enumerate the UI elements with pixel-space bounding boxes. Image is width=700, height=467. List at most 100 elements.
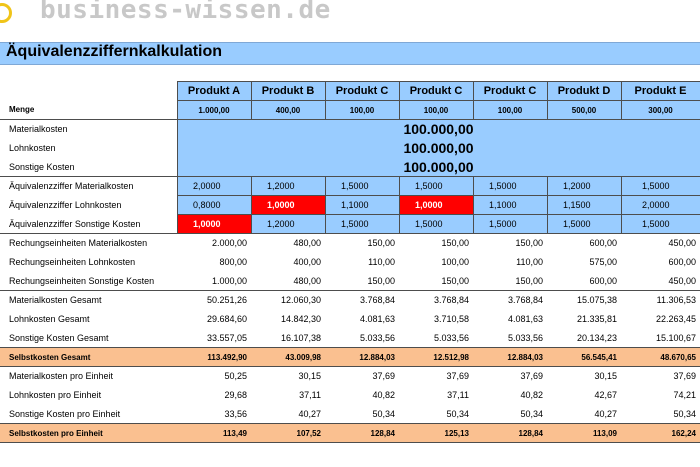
equivalence-cell: 1,1000 — [324, 195, 400, 215]
sum-cell: 12.884,03 — [325, 347, 399, 367]
value-cell: 37,11 — [299, 390, 321, 400]
value-cell: 150,00 — [441, 238, 469, 249]
product-header: Produkt B — [250, 81, 326, 101]
value-cell: 150,00 — [399, 271, 473, 291]
value-cell: 450,00 — [621, 271, 700, 291]
value-cell: 110,00 — [368, 257, 395, 267]
row-label: Sonstige Kosten pro Einheit — [0, 404, 177, 424]
row-label: Rechungseinheiten Sonstige Kosten — [0, 271, 177, 291]
value-cell: 15.075,38 — [576, 295, 617, 306]
equivalence-cell: 1,5000 — [546, 214, 622, 234]
row-label: Lohnkosten — [9, 143, 56, 153]
value-cell: 37,11 — [447, 390, 469, 400]
equivalence-cell: 1,5000 — [324, 214, 400, 234]
value-cell: 16.107,38 — [251, 328, 325, 348]
value-cell: 40,27 — [251, 404, 325, 424]
equivalence-cell: 1,1500 — [546, 195, 622, 215]
brand-text: business-wissen.de — [40, 0, 331, 25]
row-label: Äquivalenzziffer Lohnkosten — [9, 200, 122, 210]
value-cell: 30,15 — [298, 371, 321, 382]
sum-cell: 107,52 — [251, 423, 325, 443]
value-cell: 50.251,26 — [206, 295, 247, 306]
value-cell: 600,00 — [547, 271, 621, 291]
value-cell: 37,69 — [673, 371, 696, 382]
sheet-title: Äquivalenzziffernkalkulation — [6, 43, 223, 60]
row-label: Äquivalenzziffer Sonstige Kosten — [0, 214, 177, 234]
sum-cell: 12.884,03 — [473, 347, 547, 367]
equivalence-cell: 1,5000 — [472, 176, 548, 196]
value-cell: 50,25 — [224, 371, 247, 382]
value-cell: 11.306,53 — [656, 295, 696, 306]
value-cell: 150,00 — [473, 271, 547, 291]
value-cell: 50,34 — [399, 404, 473, 424]
per-unit-row: Sonstige Kosten pro Einheit 33,56 40,27 50,… — [0, 404, 700, 424]
value-cell: 4.081,63 — [507, 314, 543, 324]
product-header: Produkt C — [398, 81, 474, 101]
row-label: Selbstkosten Gesamt — [0, 347, 177, 367]
sum-cell: 56.545,41 — [547, 347, 621, 367]
total-row: Materialkosten Gesamt 50.251,26 12.060,30 3… — [0, 291, 700, 310]
value-cell: 33.557,05 — [177, 328, 251, 348]
calc-unit-row: Rechungseinheiten Sonstige Kosten 1.000,0… — [0, 271, 700, 291]
value-cell: 37,69 — [446, 371, 469, 382]
sum-cell: 125,13 — [399, 423, 473, 443]
value-cell: 2.000,00 — [211, 238, 247, 249]
value-cell: 4.081,63 — [359, 314, 395, 324]
product-header: Produkt C — [324, 81, 400, 101]
sum-cell: 113,09 — [547, 423, 621, 443]
calc-unit-row: Rechungseinheiten Lohnkosten 800,00 400,00… — [0, 253, 700, 272]
total-cost-sum-row: Selbstkosten Gesamt 113.492,90 43.009,98 12… — [0, 347, 700, 367]
value-cell: 5.033,56 — [473, 328, 547, 348]
value-cell: 20.134,23 — [547, 328, 621, 348]
calc-unit-row: Rechungseinheiten Materialkosten 2.000,00… — [0, 234, 700, 253]
product-header: Produkt D — [546, 81, 622, 101]
highlighted-cell: 1,0000 — [250, 195, 326, 215]
cost-row: Sonstige Kosten 100.000,00 — [0, 157, 700, 177]
row-label: Äquivalenzziffer Materialkosten — [9, 181, 134, 192]
equivalence-cell: 1,5000 — [324, 176, 400, 196]
sum-cell: 113,49 — [177, 423, 251, 443]
value-cell: 800,00 — [219, 257, 247, 267]
value-cell: 480,00 — [293, 238, 321, 249]
value-cell: 3.768,84 — [433, 295, 469, 306]
value-cell: 15.100,67 — [621, 328, 700, 348]
value-cell: 575,00 — [589, 257, 617, 267]
equivalence-cell: 1,5000 — [398, 214, 474, 234]
equivalence-row: Äquivalenzziffer Materialkosten 2,0000 1,2… — [0, 176, 700, 196]
sum-cell: 12.512,98 — [399, 347, 473, 367]
value-cell: 150,00 — [367, 238, 395, 249]
value-cell: 5.033,56 — [399, 328, 473, 348]
product-header: Produkt E — [620, 81, 700, 101]
sum-cell: 48.670,65 — [621, 347, 700, 367]
quantity-cell: 100,00 — [398, 100, 474, 120]
logo-ring-icon — [0, 3, 12, 23]
row-label: Materialkosten pro Einheit — [9, 371, 114, 382]
quantity-cell: 300,00 — [620, 100, 700, 120]
sum-cell: 113.492,90 — [177, 347, 251, 367]
total-row: Sonstige Kosten Gesamt 33.557,05 16.107,38… — [0, 328, 700, 348]
quantity-cell: 400,00 — [250, 100, 326, 120]
row-label: Materialkosten Gesamt — [9, 295, 102, 306]
equivalence-cell: 0,8000 — [176, 195, 252, 215]
highlighted-cell: 1,0000 — [398, 195, 474, 215]
product-header-row: Produkt A Produkt B Produkt C Produkt C Prod… — [0, 81, 700, 101]
quantity-cell: 1.000,00 — [176, 100, 252, 120]
row-label: Sonstige Kosten — [0, 157, 177, 177]
row-label: Lohnkosten pro Einheit — [9, 390, 102, 400]
value-cell: 400,00 — [293, 257, 321, 267]
per-unit-row: Materialkosten pro Einheit 50,25 30,15 37,6… — [0, 367, 700, 386]
sum-cell: 43.009,98 — [251, 347, 325, 367]
value-cell: 3.710,58 — [433, 314, 469, 324]
value-cell: 29,68 — [224, 390, 247, 400]
cost-row: Materialkosten 100.000,00 — [0, 119, 700, 139]
value-cell: 150,00 — [515, 238, 543, 249]
cost-row: Lohnkosten 100.000,00 — [0, 138, 700, 158]
product-header: Produkt C — [472, 81, 548, 101]
value-cell: 600,00 — [589, 238, 617, 249]
value-cell: 100,00 — [441, 257, 469, 267]
value-cell: 22.263,45 — [655, 314, 696, 324]
value-cell: 12.060,30 — [280, 295, 321, 306]
value-cell: 37,69 — [372, 371, 395, 382]
quantity-cell: 100,00 — [324, 100, 400, 120]
calculation-table: Produkt A Produkt B Produkt C Produkt C Prod… — [0, 81, 700, 443]
